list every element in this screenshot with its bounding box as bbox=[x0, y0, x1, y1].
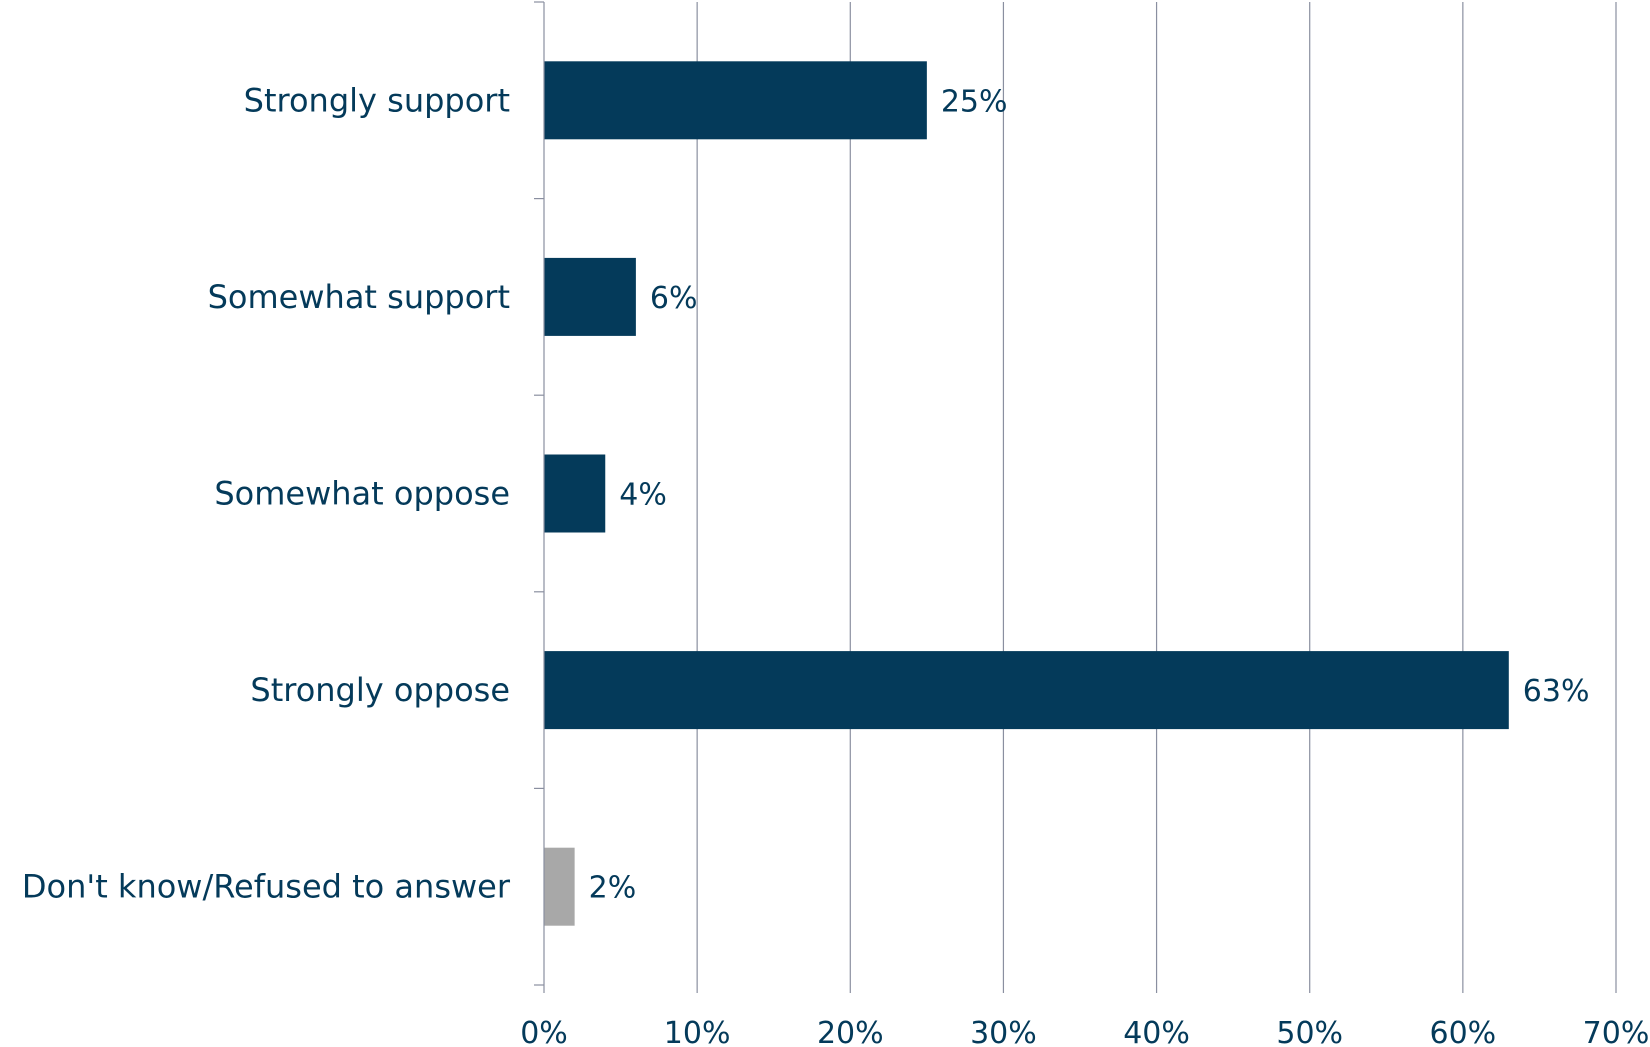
y-axis bbox=[534, 1, 1617, 993]
value-label-4: 63% bbox=[1523, 674, 1590, 709]
x-tick-label-30: 30% bbox=[970, 1016, 1037, 1047]
x-tick-label-0: 0% bbox=[520, 1016, 568, 1047]
category-label-1: Strongly support bbox=[244, 81, 510, 119]
x-tick-label-40: 40% bbox=[1123, 1016, 1190, 1047]
x-tick-label-60: 60% bbox=[1430, 1016, 1497, 1047]
bar-3 bbox=[544, 454, 606, 533]
gridlines bbox=[696, 2, 1617, 985]
category-label-3: Somewhat oppose bbox=[214, 475, 510, 513]
bars bbox=[544, 61, 1509, 926]
x-tick-labels: 0% 10% 20% 30% 40% 50% 60% 70% bbox=[520, 1016, 1649, 1047]
category-labels: Strongly support Somewhat support Somewhat… bbox=[22, 81, 511, 905]
x-tick-label-20: 20% bbox=[817, 1016, 884, 1047]
x-tick-label-10: 10% bbox=[664, 1016, 731, 1047]
value-label-5: 2% bbox=[589, 871, 637, 906]
category-label-4: Strongly oppose bbox=[250, 671, 510, 709]
value-label-2: 6% bbox=[650, 281, 698, 316]
bar-4 bbox=[544, 651, 1509, 730]
x-tick-label-50: 50% bbox=[1276, 1016, 1343, 1047]
x-tick-label-70: 70% bbox=[1583, 1016, 1650, 1047]
category-label-5: Don't know/Refused to answer bbox=[22, 868, 511, 906]
value-label-1: 25% bbox=[941, 84, 1008, 119]
value-labels: 25% 6% 4% 63% 2% bbox=[589, 84, 1590, 905]
bar-5 bbox=[544, 847, 575, 926]
bar-2 bbox=[544, 257, 636, 336]
category-label-2: Somewhat support bbox=[208, 278, 510, 316]
bar-1 bbox=[544, 61, 927, 140]
value-label-3: 4% bbox=[619, 478, 667, 513]
